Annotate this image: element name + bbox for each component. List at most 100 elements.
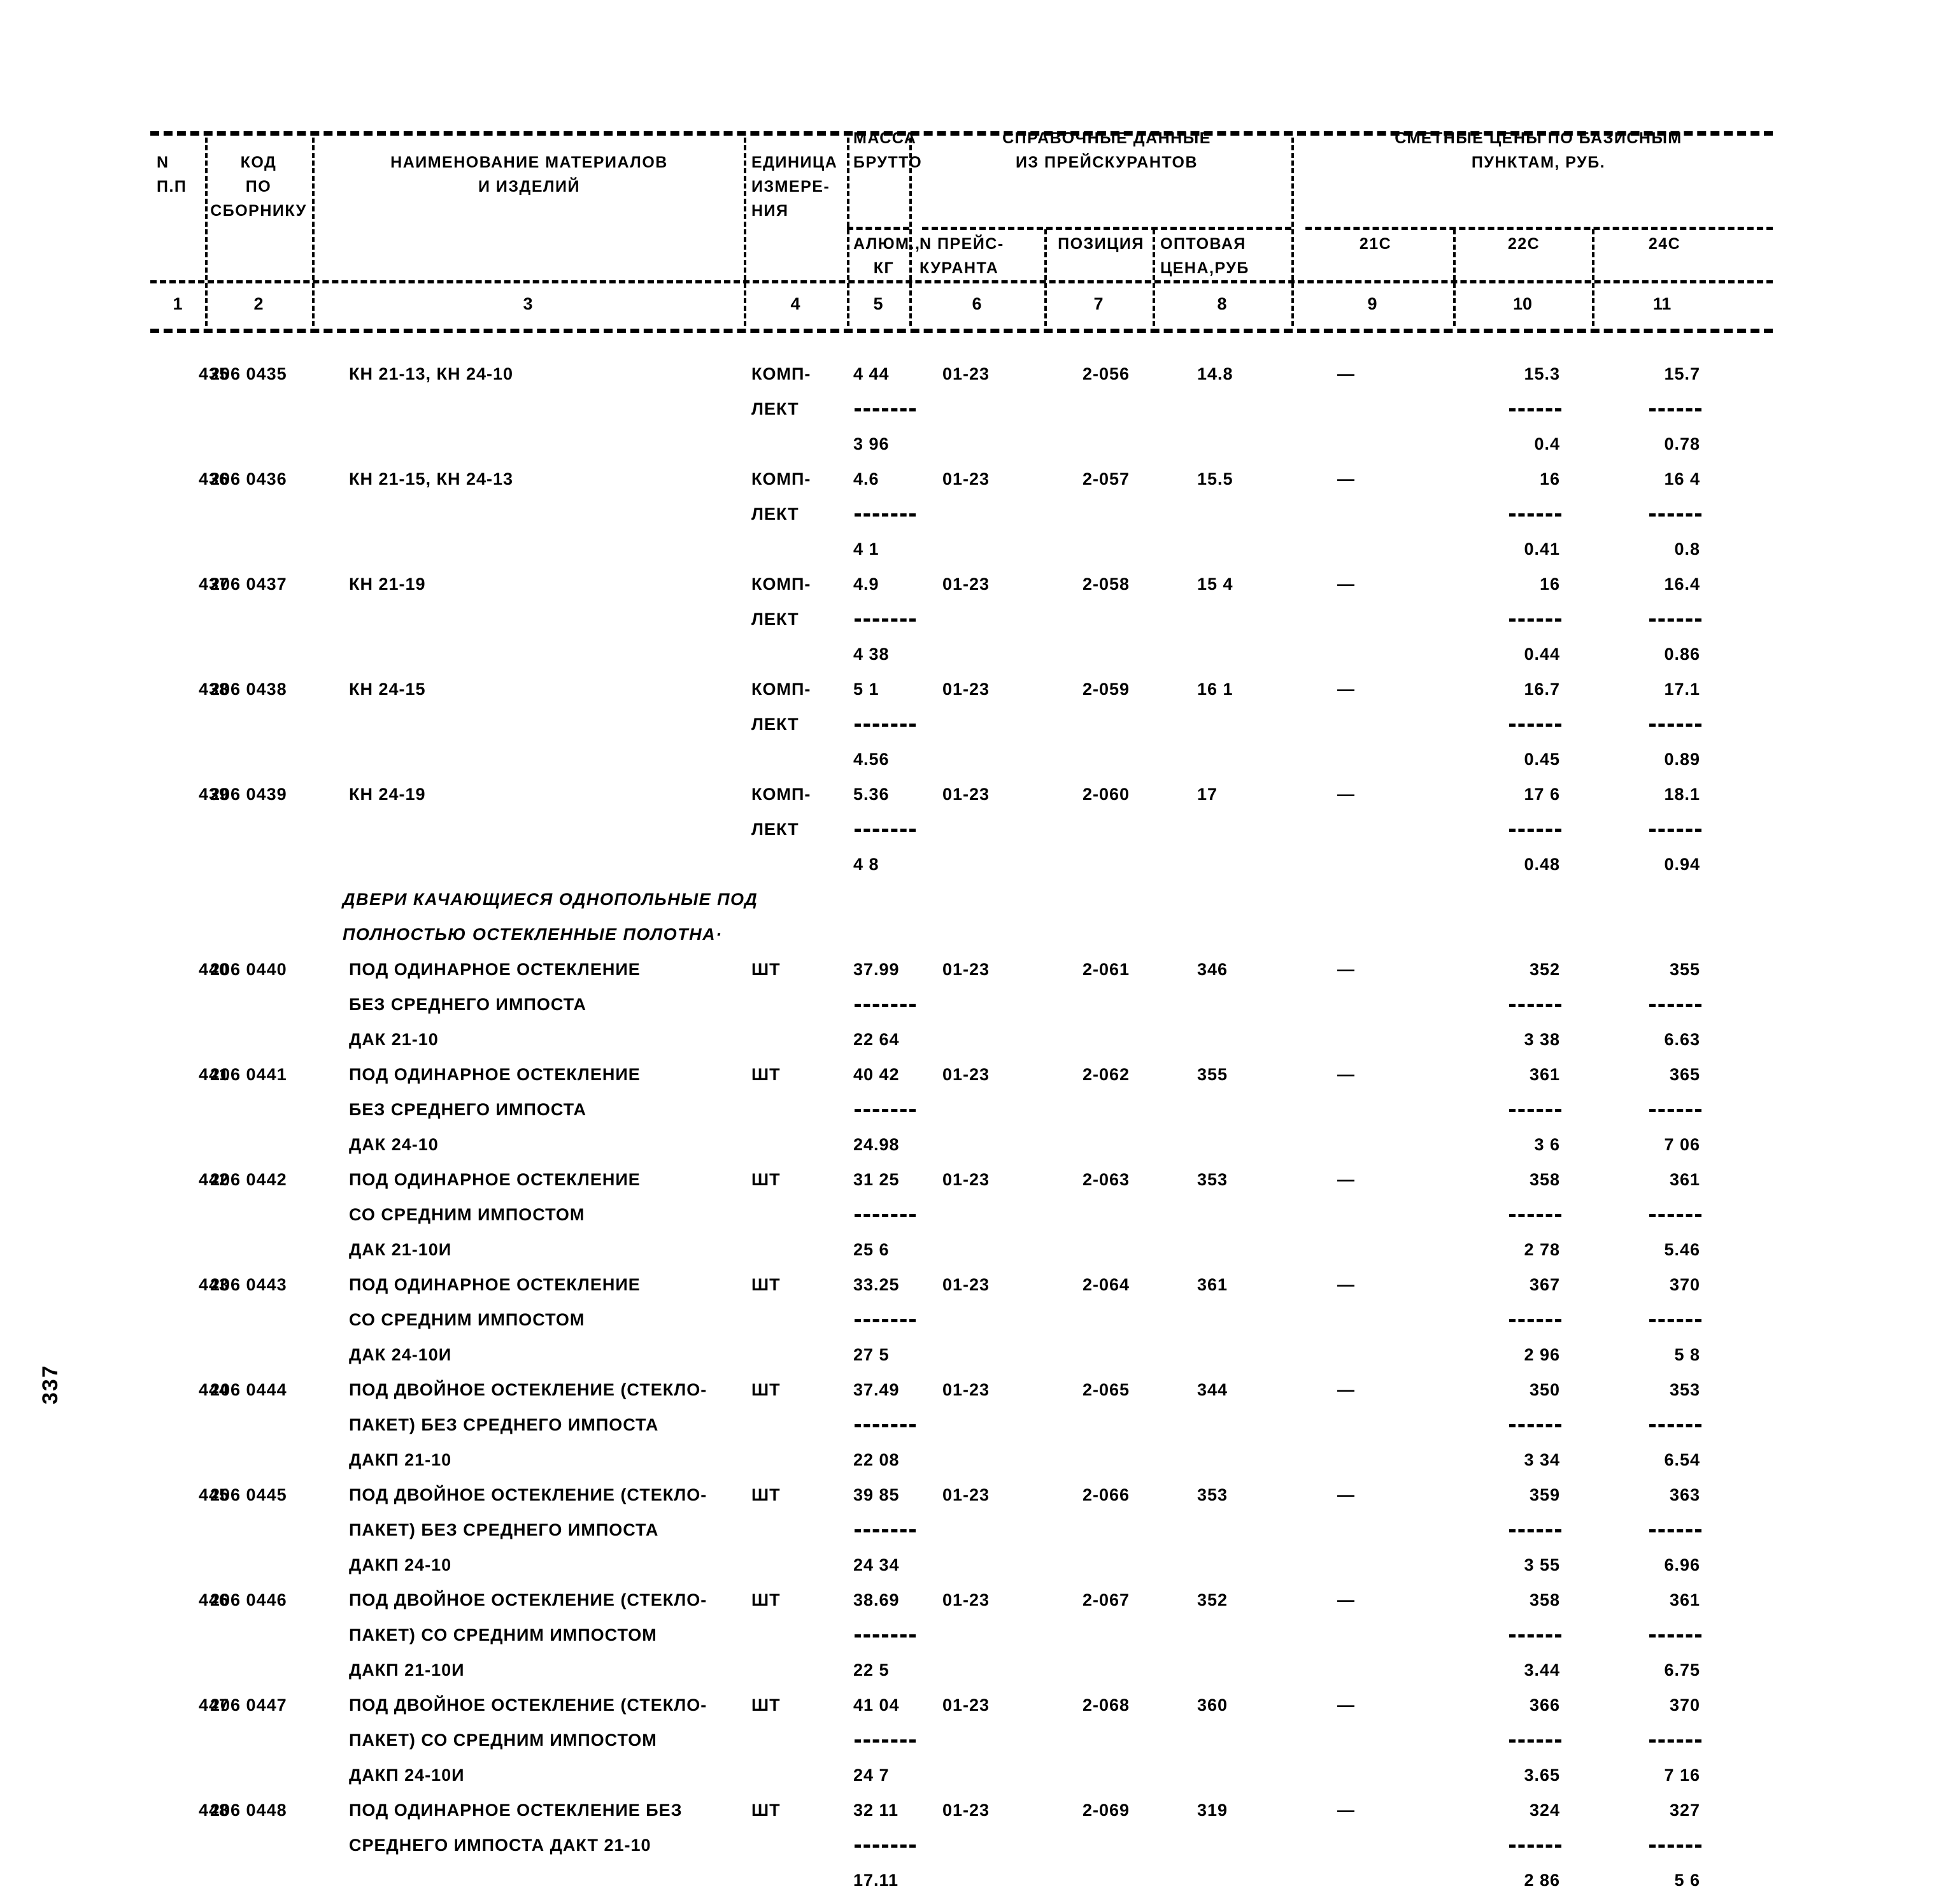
row-price-24c-top: 15.7 [1664, 364, 1700, 383]
row-name-line: ДАКП 24-10 [349, 1555, 452, 1574]
header-col-1-line-2: П.П [157, 178, 187, 196]
row-name-line: ДАК 21-10И [349, 1240, 452, 1259]
row-mass-divider [855, 1739, 916, 1743]
row-unit-line: ЛЕКТ [751, 610, 799, 629]
row-price-24c-divider [1649, 1739, 1701, 1743]
row-name-line: ПАКЕТ) БЕЗ СРЕДНЕГО ИМПОСТА [349, 1415, 659, 1434]
row-price-24c-divider [1649, 1319, 1701, 1322]
header-col-9: 21С [1296, 232, 1454, 256]
header-col-2-line-2: ПО [245, 178, 272, 196]
row-price-list: 01-23 [942, 1590, 990, 1609]
row-price-list: 01-23 [942, 1485, 990, 1504]
row-name-line: КН 24-15 [349, 680, 426, 699]
row-mass-gross: 5 1 [853, 680, 879, 699]
colnum-2: 2 [253, 294, 264, 313]
row-wholesale-price: 352 [1197, 1590, 1228, 1609]
row-price-21c: — [1337, 469, 1355, 489]
row-price-22c-divider [1509, 1109, 1561, 1112]
row-mass-aluminium: 22 08 [853, 1450, 900, 1469]
row-price-22c-top: 15.3 [1524, 364, 1560, 383]
row-unit-line: ШТ [751, 1380, 781, 1399]
row-price-24c-top: 16.4 [1664, 574, 1700, 594]
header-col-5-line-4: КГ [873, 259, 895, 277]
row-mass-gross: 41 04 [853, 1695, 900, 1715]
row-price-21c: — [1337, 1695, 1355, 1715]
row-position: 2-057 [1083, 469, 1130, 489]
row-price-24c-top: 353 [1669, 1380, 1700, 1399]
row-price-24c-divider [1649, 513, 1701, 517]
row-position: 2-063 [1083, 1170, 1130, 1189]
header-col-4-line-1: ЕДИНИЦА [751, 153, 838, 171]
row-mass-aluminium: 25 6 [853, 1240, 890, 1259]
row-name-line: БЕЗ СРЕДНЕГО ИМПОСТА [349, 1100, 586, 1119]
row-price-22c-bottom: 3 6 [1534, 1135, 1560, 1154]
col-sep-7 [1153, 229, 1155, 326]
row-price-22c-divider [1509, 1529, 1561, 1532]
row-price-list: 01-23 [942, 1065, 990, 1084]
row-price-24c-divider [1649, 1844, 1701, 1848]
row-price-22c-bottom: 2 96 [1524, 1345, 1560, 1364]
header-col-6: N ПРЕЙС- КУРАНТА [914, 232, 1051, 280]
row-name-line: КН 21-15, КН 24-13 [349, 469, 514, 489]
row-price-21c: — [1337, 1275, 1355, 1294]
row-unit-line: ШТ [751, 1801, 781, 1820]
header-col-2: КОД ПО СБОРНИКУ [205, 150, 312, 223]
row-number: 438 [198, 680, 229, 699]
row-price-24c-bottom: 0.8 [1674, 539, 1700, 559]
row-price-24c-top: 365 [1669, 1065, 1700, 1084]
row-price-list: 01-23 [942, 469, 990, 489]
row-price-22c-bottom: 3 34 [1524, 1450, 1560, 1469]
colnum-10: 10 [1512, 294, 1533, 313]
row-price-24c-divider [1649, 1214, 1701, 1217]
row-mass-divider [855, 1004, 916, 1007]
row-mass-divider [855, 1634, 916, 1638]
row-price-24c-bottom: 0.94 [1664, 855, 1700, 874]
row-position: 2-069 [1083, 1801, 1130, 1820]
row-position: 2-064 [1083, 1275, 1130, 1294]
header-col-1: N П.П [150, 150, 211, 199]
header-col-11: 24С [1596, 232, 1733, 256]
header-col-1-line-1: N [157, 153, 169, 171]
row-price-21c: — [1337, 1065, 1355, 1084]
row-price-24c-divider [1649, 618, 1701, 622]
row-position: 2-068 [1083, 1695, 1130, 1715]
row-code: 206 0447 [210, 1695, 287, 1715]
row-code: 206 0440 [210, 960, 287, 979]
row-mass-aluminium: 22 64 [853, 1030, 900, 1049]
row-price-22c-top: 367 [1529, 1275, 1560, 1294]
row-price-24c-divider [1649, 1004, 1701, 1007]
row-name-line: ПОД ОДИНАРНОЕ ОСТЕКЛЕНИЕ [349, 1170, 641, 1189]
row-price-22c-top: 361 [1529, 1065, 1560, 1084]
header-col-10: 22С [1456, 232, 1592, 256]
section-heading-line-2: ПОЛНОСТЬЮ ОСТЕКЛЕННЫЕ ПОЛОТНА· [343, 925, 723, 944]
header-col-5-top: МАССА БРУТТО [849, 126, 921, 175]
row-price-24c-bottom: 5 6 [1674, 1871, 1700, 1890]
row-price-22c-divider [1509, 1844, 1561, 1848]
row-name-line: ПАКЕТ) СО СРЕДНИМ ИМПОСТОМ [349, 1730, 657, 1750]
row-name-line: ДАК 21-10 [349, 1030, 439, 1049]
row-number: 439 [198, 785, 229, 804]
row-price-24c-bottom: 0.78 [1664, 434, 1700, 453]
row-mass-divider [855, 408, 916, 411]
row-name-line: ПОД ОДИНАРНОЕ ОСТЕКЛЕНИЕ БЕЗ [349, 1801, 683, 1820]
row-price-21c: — [1337, 785, 1355, 804]
header-col-2-line-3: СБОРНИКУ [210, 202, 307, 220]
row-code: 206 0442 [210, 1170, 287, 1189]
row-price-24c-top: 17.1 [1664, 680, 1700, 699]
row-wholesale-price: 361 [1197, 1275, 1228, 1294]
row-unit-line: ЛЕКТ [751, 399, 799, 418]
row-price-24c-top: 370 [1669, 1275, 1700, 1294]
row-wholesale-price: 17 [1197, 785, 1218, 804]
row-name-line: СРЕДНЕГО ИМПОСТА ДАКТ 21-10 [349, 1836, 651, 1855]
row-position: 2-066 [1083, 1485, 1130, 1504]
header-col-6-line-2: КУРАНТА [920, 259, 999, 277]
row-price-list: 01-23 [942, 574, 990, 594]
row-price-list: 01-23 [942, 1170, 990, 1189]
row-name-line: КН 24-19 [349, 785, 426, 804]
row-unit-line: ШТ [751, 1065, 781, 1084]
row-number: 445 [198, 1485, 229, 1504]
row-price-21c: — [1337, 680, 1355, 699]
header-col-4: ЕДИНИЦА ИЗМЕРЕ- НИЯ [746, 150, 851, 223]
row-wholesale-price: 16 1 [1197, 680, 1233, 699]
row-name-line: ПОД ДВОЙНОЕ ОСТЕКЛЕНИЕ (СТЕКЛО- [349, 1695, 707, 1715]
